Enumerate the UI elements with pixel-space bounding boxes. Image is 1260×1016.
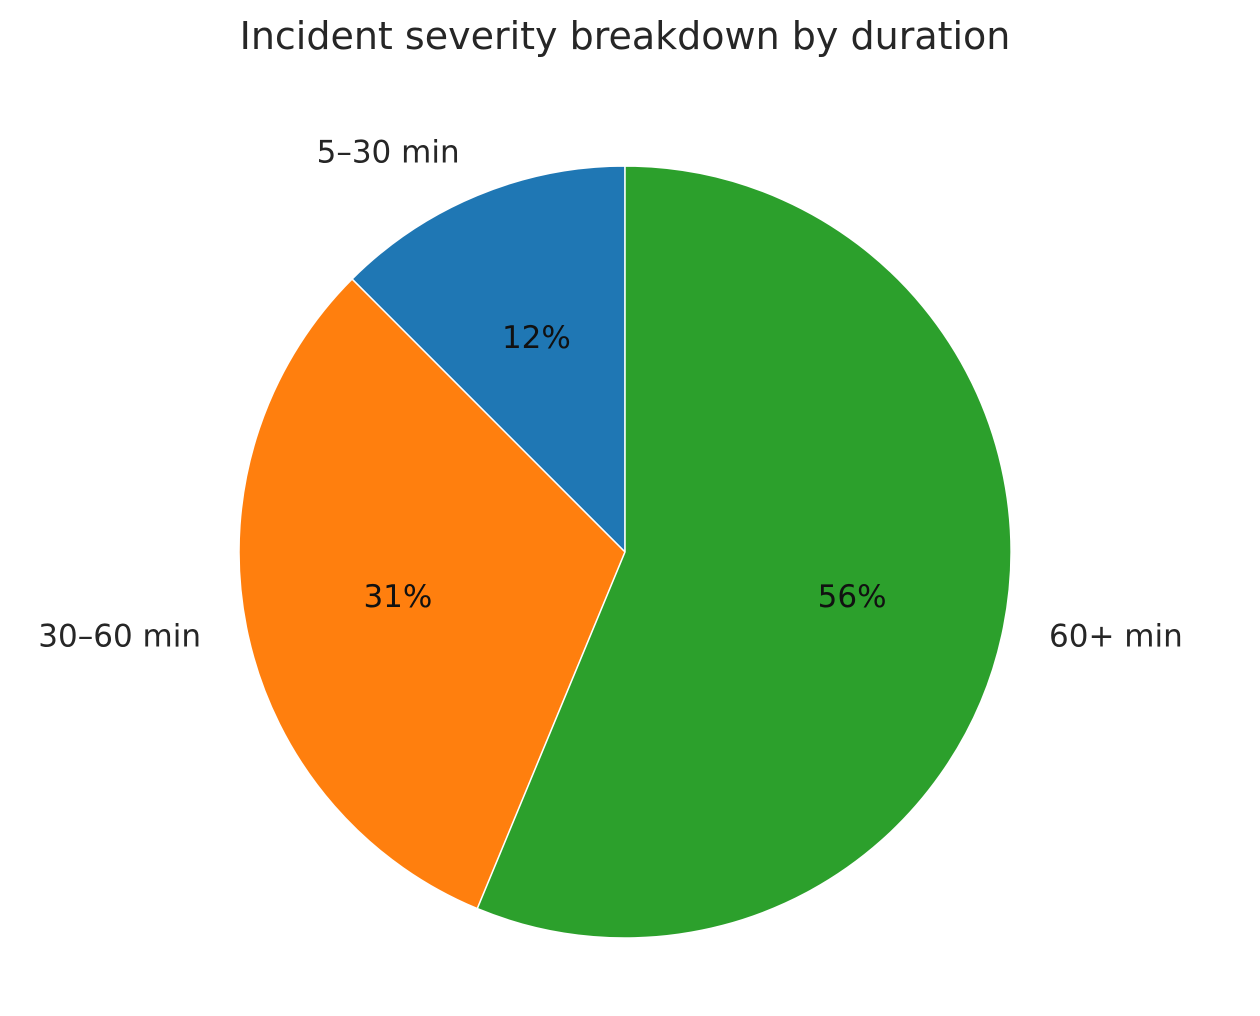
slice-category-label: 30–60 min [38, 618, 201, 654]
labels-layer: 5–30 min 12% 30–60 min 31% 60+ min 56% [38, 135, 1182, 655]
slice-percent-label: 31% [363, 579, 432, 615]
pie-slice [238, 278, 626, 910]
slice-percent-label: 12% [502, 320, 571, 356]
pie-slice [476, 165, 1012, 939]
slice-category-label: 60+ min [1049, 618, 1183, 654]
slice-percent-label: 56% [818, 579, 887, 615]
slices-layer [238, 165, 1012, 939]
slice-category-label: 5–30 min [317, 135, 460, 171]
pie-slice [351, 165, 626, 553]
chart-title: Incident severity breakdown by duration [239, 14, 1011, 58]
